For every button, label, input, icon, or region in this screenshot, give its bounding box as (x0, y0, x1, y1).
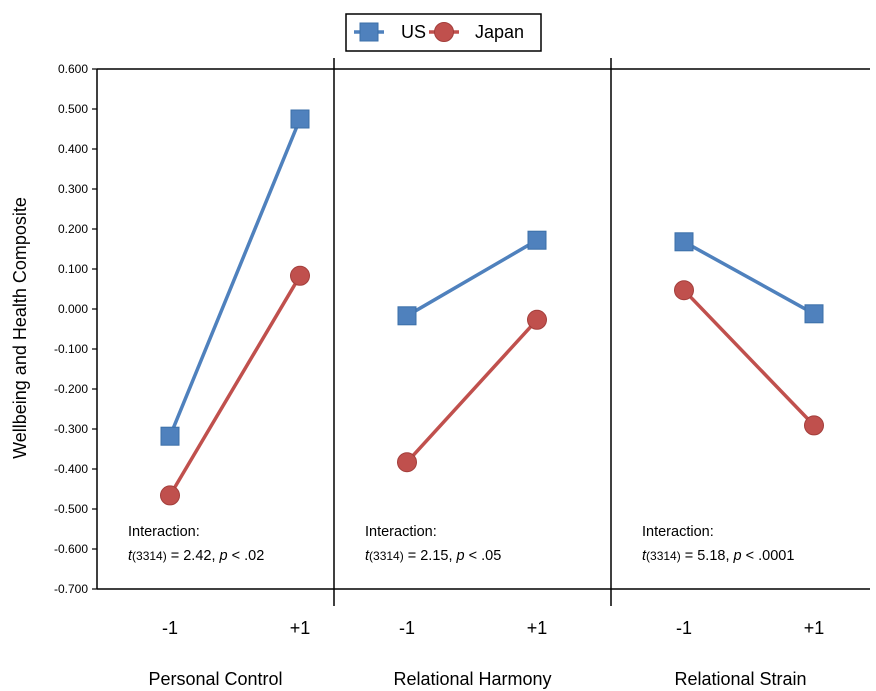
chart-labels: 0.600 0.500 0.400 0.300 0.200 0.100 0.000 -0.10… (54, 62, 824, 689)
series-line-japan (682, 288, 816, 427)
y-tick-label: -0.100 (54, 342, 88, 356)
axes (92, 58, 870, 606)
y-tick-label: 0.100 (58, 262, 88, 276)
marker-us (397, 306, 417, 326)
marker-japan (160, 485, 180, 506)
y-tick-label: 0.400 (58, 142, 88, 156)
legend-label-japan: Japan (475, 22, 524, 42)
chart-marks (160, 109, 824, 506)
panel-label: Personal Control (148, 669, 282, 689)
y-tick-label: -0.400 (54, 462, 88, 476)
marker-us (290, 109, 310, 129)
series-line-us (168, 118, 302, 437)
x-tick-label: -1 (676, 618, 692, 638)
interaction-stat: t(3314) = 2.42, p < .02 (128, 548, 264, 564)
y-tick-label: -0.600 (54, 542, 88, 556)
panel-label: Relational Strain (674, 669, 806, 689)
marker-us (804, 304, 824, 324)
y-tick-label: 0.200 (58, 222, 88, 236)
interaction-label: Interaction: (128, 524, 200, 540)
interaction-label: Interaction: (365, 524, 437, 540)
marker-legend-us (359, 22, 379, 42)
y-tick-label: -0.700 (54, 582, 88, 596)
interaction-stat: t(3314) = 2.15, p < .05 (365, 548, 501, 564)
y-tick-label: 0.600 (58, 62, 88, 76)
x-tick-label: +1 (290, 618, 311, 638)
x-tick-label: -1 (162, 618, 178, 638)
interaction-stat: t(3314) = 5.18, p < .0001 (642, 548, 794, 564)
series-line-japan (168, 274, 302, 497)
marker-japan (804, 415, 824, 436)
y-tick-label: -0.300 (54, 422, 88, 436)
y-tick-label: 0.300 (58, 182, 88, 196)
x-tick-label: +1 (804, 618, 825, 638)
x-tick-label: +1 (527, 618, 548, 638)
marker-japan (527, 309, 547, 330)
series-line-us (406, 238, 538, 318)
series-line-japan (405, 318, 539, 464)
x-tick-label: -1 (399, 618, 415, 638)
marker-us (160, 426, 180, 446)
marker-japan (290, 265, 310, 286)
marker-japan (397, 452, 417, 473)
y-axis-label: Wellbeing and Health Composite (10, 197, 30, 459)
marker-us (527, 230, 547, 250)
series-line-us (683, 240, 815, 316)
y-tick-label: -0.500 (54, 502, 88, 516)
y-tick-label: 0.000 (58, 302, 88, 316)
marker-japan (674, 280, 694, 301)
marker-legend-japan (434, 22, 454, 42)
marker-us (674, 232, 694, 252)
legend: US Japan (345, 13, 542, 52)
interaction-label: Interaction: (642, 524, 714, 540)
legend-label-us: US (401, 22, 426, 42)
panel-label: Relational Harmony (393, 669, 551, 689)
y-tick-label: 0.500 (58, 102, 88, 116)
y-tick-label: -0.200 (54, 382, 88, 396)
